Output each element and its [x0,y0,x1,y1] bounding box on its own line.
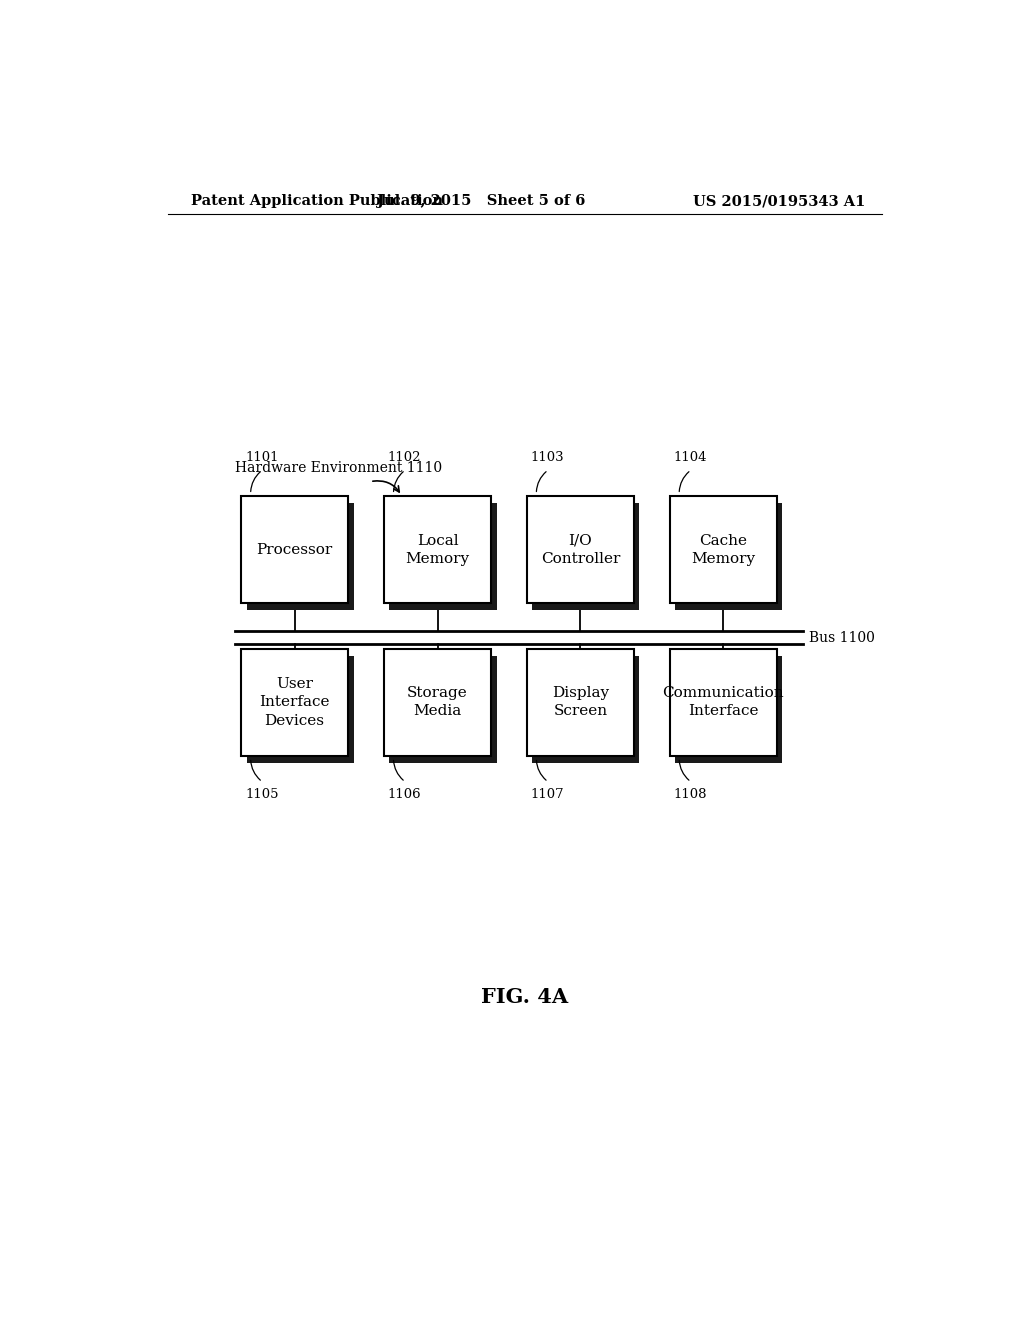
Text: 1104: 1104 [674,451,708,465]
Text: 1107: 1107 [530,788,564,801]
Bar [247,656,353,763]
Text: Local
Memory: Local Memory [406,533,470,566]
Text: Display
Screen: Display Screen [552,686,609,718]
Text: 1102: 1102 [388,451,422,465]
Text: 1101: 1101 [245,451,279,465]
Bar [675,503,782,610]
Text: FIG. 4A: FIG. 4A [481,987,568,1007]
Text: Cache
Memory: Cache Memory [691,533,756,566]
Bar [389,503,497,610]
Text: I/O
Controller: I/O Controller [541,533,621,566]
Bar [389,656,497,763]
Bar [384,649,492,755]
Bar [532,503,639,610]
Text: 1105: 1105 [245,788,279,801]
Bar [670,496,777,603]
Text: US 2015/0195343 A1: US 2015/0195343 A1 [692,194,865,209]
Text: Bus 1100: Bus 1100 [809,631,874,644]
Text: 1108: 1108 [674,788,708,801]
Bar [526,496,634,603]
Text: Hardware Environment 1110: Hardware Environment 1110 [236,462,442,475]
Bar [532,656,639,763]
Bar [526,649,634,755]
Bar [675,656,782,763]
Bar [247,503,353,610]
Text: 1106: 1106 [388,788,422,801]
Text: Jul. 9, 2015   Sheet 5 of 6: Jul. 9, 2015 Sheet 5 of 6 [377,194,586,209]
Bar [384,496,492,603]
Text: 1103: 1103 [530,451,564,465]
Text: Patent Application Publication: Patent Application Publication [191,194,443,209]
Text: Processor: Processor [257,543,333,557]
Bar [670,649,777,755]
Bar [241,649,348,755]
Bar [241,496,348,603]
Text: User
Interface
Devices: User Interface Devices [259,677,330,727]
Text: Communication
Interface: Communication Interface [663,686,784,718]
Text: Storage
Media: Storage Media [408,686,468,718]
